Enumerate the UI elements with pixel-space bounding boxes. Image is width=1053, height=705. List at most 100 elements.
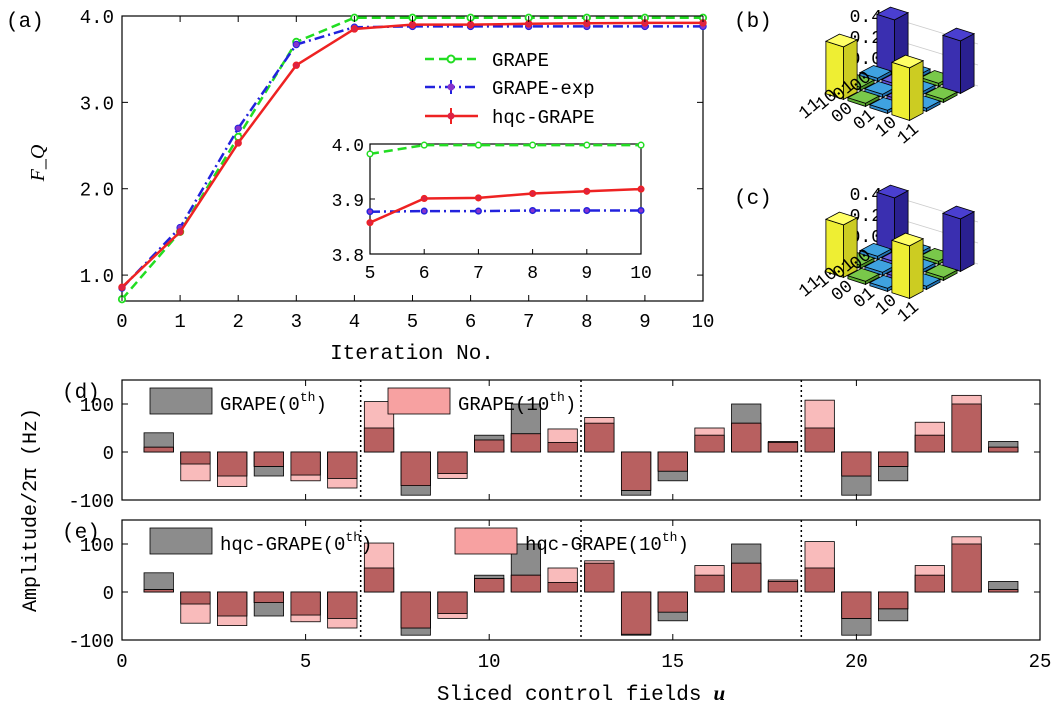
- y-tick-label: 0: [103, 443, 114, 465]
- legend-swatch: [149, 387, 213, 415]
- bar-overlap: [547, 441, 578, 453]
- bar-overlap: [914, 434, 945, 453]
- inset-point-grape-exp: [583, 207, 591, 215]
- bar-overlap: [584, 562, 615, 593]
- x-tick-label: 4: [349, 311, 360, 333]
- inset-point-hqc-grape: [420, 194, 428, 202]
- bar-overlap: [327, 591, 358, 619]
- bar-overlap: [217, 591, 248, 617]
- legend-grape-exp: GRAPE-exp: [492, 78, 595, 100]
- inset-point-grape-exp: [366, 208, 374, 216]
- x-tick-label: 5: [300, 651, 311, 673]
- bar-overlap: [584, 422, 615, 453]
- x-tick-label: 0: [116, 311, 127, 333]
- inset-point-hqc-grape: [583, 187, 591, 195]
- legend-label-suffix: ): [677, 534, 688, 556]
- bar3d-top: [846, 267, 881, 282]
- amplitude-ylabel: Amplitude/2π (Hz): [20, 408, 43, 612]
- inset-x-tick-label: 7: [473, 264, 484, 284]
- bar-overlap: [988, 446, 1019, 453]
- panel-label-a: (a): [6, 11, 44, 34]
- x-tick-label: 3: [291, 311, 302, 333]
- x-tick-label: 20: [845, 651, 868, 673]
- bar-overlap: [694, 434, 725, 453]
- bar3d-side: [942, 212, 961, 272]
- panel-a-inset: 3.8 3.9 4.0 5 6 7 8 9 10: [332, 137, 652, 284]
- bar3d-top: [824, 33, 859, 48]
- inset-y-tick-label: 4.0: [332, 137, 364, 157]
- col-label: 11: [894, 120, 923, 149]
- panel-a-xlabel: Iteration No.: [330, 343, 494, 366]
- panel-a-legend: GRAPE GRAPE-exp hqc-GRAPE: [425, 50, 595, 129]
- y-tick-label: 3.0: [80, 93, 114, 115]
- inset-y-tick-label: 3.8: [332, 247, 364, 267]
- y-tick-label: -100: [68, 491, 114, 513]
- bar3d-side: [960, 33, 975, 95]
- x-tick-label: 9: [639, 311, 650, 333]
- data-point-hqc-grape: [292, 61, 300, 69]
- data-point-hqc-grape: [234, 139, 242, 147]
- y-tick-label: 100: [80, 535, 114, 557]
- data-point-hqc-grape: [350, 25, 359, 33]
- bar-overlap: [547, 582, 578, 593]
- inset-line-grape-exp: [369, 209, 641, 213]
- legend-label-suffix: ): [315, 394, 326, 416]
- bar-overlap: [694, 574, 725, 593]
- y-tick-label: 0: [103, 583, 114, 605]
- bar-overlap: [400, 591, 431, 629]
- bar-overlap: [143, 446, 174, 453]
- bar-overlap: [951, 543, 982, 593]
- legend-label: hqc-GRAPE(10th): [525, 530, 689, 556]
- inset-x-tick-label: 6: [419, 264, 430, 284]
- bar-overlap: [253, 591, 284, 603]
- x-tick-label: 25: [1029, 651, 1052, 673]
- bar3d-top: [863, 258, 898, 273]
- panel-label-d: (d): [62, 382, 100, 405]
- inset-point-grape: [366, 150, 374, 158]
- inset-point-hqc-grape: [474, 194, 482, 202]
- bar-overlap: [731, 562, 762, 593]
- legend-label-suffix: ): [565, 394, 576, 416]
- x-tick-label: 8: [581, 311, 592, 333]
- legend-label: GRAPE(0th): [220, 390, 327, 416]
- bar-overlap: [620, 591, 652, 635]
- bar3d-side: [942, 34, 961, 94]
- bar3d-top: [890, 54, 925, 69]
- bar-overlap: [180, 591, 211, 605]
- panel-a-ylabel: F_Q: [27, 144, 49, 182]
- y-tick-label: 2.0: [80, 180, 114, 202]
- bar-overlap: [731, 422, 762, 453]
- legend-label-sup: th: [549, 390, 565, 405]
- data-point-hqc-grape: [408, 20, 417, 29]
- bar-overlap: [951, 403, 982, 453]
- bar3d-side: [960, 211, 975, 273]
- inset-point-grape-exp: [529, 207, 537, 215]
- bar-overlap: [180, 451, 211, 465]
- legend-label-sup: th: [300, 390, 316, 405]
- bar3d-top: [941, 205, 976, 220]
- bar-overlap: [437, 591, 468, 615]
- inset-point-grape: [420, 141, 428, 149]
- bar-overlap: [400, 451, 431, 486]
- x-tick-label: 10: [692, 311, 715, 333]
- legend-label-main: hqc-GRAPE(0: [220, 534, 345, 556]
- bar-overlap: [657, 591, 688, 613]
- bar3d-top: [875, 6, 910, 21]
- inset-x-tick-label: 5: [365, 264, 376, 284]
- legend-label-main: hqc-GRAPE(10: [525, 534, 662, 556]
- bottom-xlabel-text: Sliced control fields: [437, 684, 702, 705]
- bar-overlap: [841, 591, 872, 619]
- x-tick-label: 0: [116, 651, 127, 673]
- inset-point-grape: [583, 141, 591, 149]
- inset-frame: [369, 143, 642, 255]
- bar-overlap: [437, 451, 468, 475]
- bar-overlap: [327, 451, 358, 479]
- x-tick-label: 6: [465, 311, 476, 333]
- bar3d-side: [909, 238, 924, 300]
- inset-point-hqc-grape: [529, 189, 537, 198]
- data-point-hqc-grape: [466, 20, 475, 29]
- inset-point-grape: [474, 141, 482, 149]
